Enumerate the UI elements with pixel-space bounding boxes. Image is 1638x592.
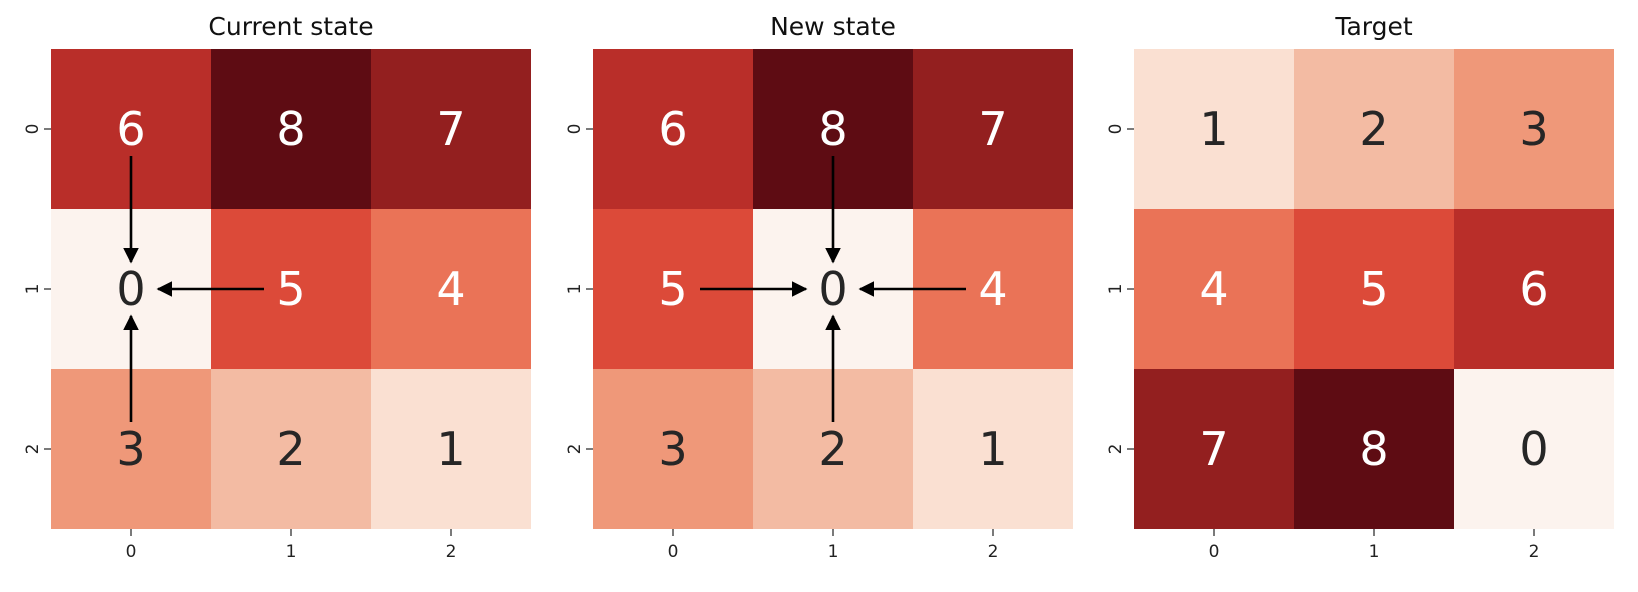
heatmap-cell <box>1134 369 1294 529</box>
heatmap-cell <box>371 369 531 529</box>
heatmap-cell <box>913 369 1073 529</box>
y-tick-label: 2 <box>1106 444 1126 455</box>
heatmap-cell <box>1294 209 1454 369</box>
heatmap-cell <box>211 369 371 529</box>
cell-value: 7 <box>1199 422 1228 476</box>
heatmap-cell <box>593 49 753 209</box>
heatmap-cell <box>1454 49 1614 209</box>
heatmap-panel-2: Target 1 2 3 4 5 6 7 8 0 0 1 2 0 1 2 <box>1106 12 1614 562</box>
heatmap-cell <box>371 49 531 209</box>
panel-title: Target <box>1334 12 1413 41</box>
x-tick-label: 0 <box>668 542 679 562</box>
x-tick-label: 2 <box>446 542 457 562</box>
cell-value: 2 <box>276 422 305 476</box>
heatmap-cell <box>371 209 531 369</box>
heatmap-cell <box>1134 49 1294 209</box>
cell-value: 6 <box>1519 262 1548 316</box>
y-tick-label: 0 <box>565 124 585 135</box>
cell-value: 0 <box>1519 422 1548 476</box>
cell-value: 8 <box>276 102 305 156</box>
x-tick-label: 1 <box>828 542 839 562</box>
y-tick-label: 0 <box>23 124 43 135</box>
cell-value: 7 <box>978 102 1007 156</box>
cell-value: 3 <box>658 422 687 476</box>
cell-value: 0 <box>818 262 847 316</box>
cell-value: 3 <box>1519 102 1548 156</box>
cell-value: 2 <box>818 422 847 476</box>
cell-value: 4 <box>436 262 465 316</box>
x-tick-label: 2 <box>1529 542 1540 562</box>
heatmap-cell <box>1294 369 1454 529</box>
heatmap-cell <box>1134 209 1294 369</box>
cell-value: 0 <box>116 262 145 316</box>
heatmap-cell <box>1454 209 1614 369</box>
x-tick-label: 0 <box>126 542 137 562</box>
cell-value: 6 <box>658 102 687 156</box>
x-tick-label: 0 <box>1209 542 1220 562</box>
cell-value: 7 <box>436 102 465 156</box>
heatmap-cell <box>1294 49 1454 209</box>
x-tick-label: 1 <box>1369 542 1380 562</box>
cell-value: 3 <box>116 422 145 476</box>
cell-value: 1 <box>436 422 465 476</box>
cell-value: 8 <box>1359 422 1388 476</box>
y-tick-label: 1 <box>23 284 43 295</box>
heatmap-panel-0: Current state 6 8 7 0 5 4 3 2 1 0 1 2 0 1 2 <box>23 12 531 562</box>
heatmap-cell <box>1454 369 1614 529</box>
cell-value: 2 <box>1359 102 1388 156</box>
cell-value: 4 <box>978 262 1007 316</box>
cell-value: 1 <box>1199 102 1228 156</box>
cell-value: 6 <box>116 102 145 156</box>
x-tick-label: 1 <box>286 542 297 562</box>
x-tick-label: 2 <box>988 542 999 562</box>
cell-value: 5 <box>658 262 687 316</box>
y-tick-label: 2 <box>565 444 585 455</box>
cell-value: 1 <box>978 422 1007 476</box>
heatmap-cell <box>913 49 1073 209</box>
heatmap-cell <box>211 49 371 209</box>
heatmap-panel-1: New state 6 8 7 5 0 4 3 2 1 0 1 2 0 1 2 <box>565 12 1073 562</box>
cell-value: 4 <box>1199 262 1228 316</box>
panel-title: Current state <box>208 12 373 41</box>
y-tick-label: 1 <box>1106 284 1126 295</box>
panel-title: New state <box>770 12 896 41</box>
y-tick-label: 1 <box>565 284 585 295</box>
cell-value: 5 <box>276 262 305 316</box>
heatmap-cell <box>593 369 753 529</box>
y-tick-label: 2 <box>23 444 43 455</box>
y-tick-label: 0 <box>1106 124 1126 135</box>
cell-value: 5 <box>1359 262 1388 316</box>
cell-value: 8 <box>818 102 847 156</box>
